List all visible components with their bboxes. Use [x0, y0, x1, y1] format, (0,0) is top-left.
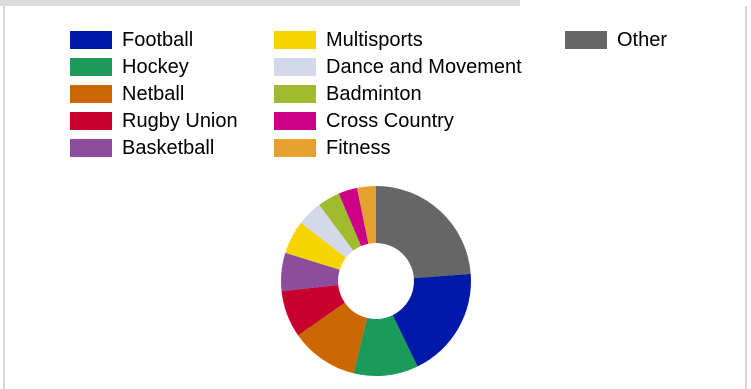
legend-label-other: Other	[617, 28, 668, 51]
legend-swatch-netball	[70, 84, 112, 103]
legend-label-rugby-union: Rugby Union	[122, 109, 238, 132]
legend-swatch-other	[565, 30, 607, 49]
legend-swatch-hockey	[70, 57, 112, 76]
legend-swatch-multisports	[274, 30, 316, 49]
slice-netball	[298, 302, 368, 374]
slice-other	[376, 186, 471, 279]
legend-item-fitness: Fitness	[274, 134, 390, 161]
legend-label-dance-and-movement: Dance and Movement	[326, 55, 522, 78]
legend-item-other: Other	[565, 26, 667, 53]
chart-legend: Football Hockey Netball Rugby Union Bask…	[0, 0, 751, 160]
legend-item-badminton: Badminton	[274, 80, 422, 107]
legend-swatch-rugby-union	[70, 111, 112, 130]
legend-swatch-cross-country	[274, 111, 316, 130]
slice-fitness	[357, 185, 376, 244]
legend-swatch-basketball	[70, 138, 112, 157]
legend-label-netball: Netball	[122, 82, 185, 105]
legend-item-multisports: Multisports	[274, 26, 423, 53]
slice-hockey	[353, 315, 418, 377]
slice-dance-and-movement	[300, 204, 354, 258]
legend-swatch-football	[70, 30, 112, 49]
legend-swatch-dance-and-movement	[274, 57, 316, 76]
legend-label-badminton: Badminton	[326, 82, 422, 105]
legend-item-cross-country: Cross Country	[274, 107, 454, 134]
legend-label-hockey: Hockey	[122, 55, 189, 78]
slice-football	[392, 273, 472, 367]
legend-item-basketball: Basketball	[70, 134, 214, 161]
legend-swatch-fitness	[274, 138, 316, 157]
donut-slices	[280, 185, 472, 377]
legend-item-netball: Netball	[70, 80, 184, 107]
legend-swatch-badminton	[274, 84, 316, 103]
slice-cross-country	[338, 187, 369, 247]
legend-item-dance-and-movement: Dance and Movement	[274, 53, 522, 80]
legend-item-rugby-union: Rugby Union	[70, 107, 238, 134]
legend-label-football: Football	[122, 28, 194, 51]
legend-label-multisports: Multisports	[326, 28, 423, 51]
top-scrollbar-track	[0, 0, 520, 6]
slice-basketball	[280, 252, 340, 292]
legend-item-football: Football	[70, 26, 193, 53]
legend-label-basketball: Basketball	[122, 136, 215, 159]
legend-label-fitness: Fitness	[326, 136, 391, 159]
legend-label-cross-country: Cross Country	[326, 109, 454, 132]
legend-item-hockey: Hockey	[70, 53, 189, 80]
slice-badminton	[319, 193, 362, 251]
slice-rugby-union	[281, 285, 345, 336]
slice-multisports	[285, 222, 346, 270]
